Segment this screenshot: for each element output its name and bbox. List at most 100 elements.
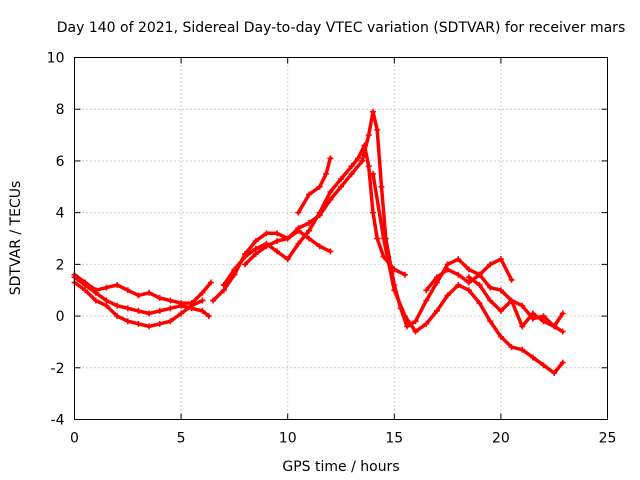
data-point-marker <box>167 305 174 312</box>
data-point-marker <box>135 320 142 327</box>
data-point-marker <box>497 307 504 314</box>
data-point-marker <box>242 261 249 268</box>
data-point-marker <box>124 318 131 325</box>
data-point-marker <box>327 188 334 195</box>
data-point-marker <box>156 294 163 301</box>
data-point-marker <box>306 219 313 226</box>
data-point-marker <box>519 323 526 330</box>
data-point-marker <box>178 300 185 307</box>
data-point-marker <box>540 313 547 320</box>
data-point-marker <box>156 320 163 327</box>
data-point-marker <box>306 235 313 242</box>
data-point-marker <box>135 307 142 314</box>
y-tick-label: 2 <box>56 257 65 273</box>
data-point-marker <box>295 240 302 247</box>
data-point-marker <box>114 313 121 320</box>
data-point-marker <box>529 310 536 317</box>
data-point-marker <box>114 282 121 289</box>
data-point-marker <box>519 302 526 309</box>
data-point-marker <box>369 108 376 115</box>
data-point-marker <box>476 300 483 307</box>
data-point-marker <box>487 284 494 291</box>
y-tick-labels: -4 -2 0 2 4 6 8 10 <box>47 51 65 429</box>
data-point-marker <box>380 235 387 242</box>
x-tick-label: 25 <box>599 431 617 447</box>
data-point-marker <box>348 163 355 170</box>
series-trace-8 <box>369 170 566 376</box>
data-point-marker <box>92 297 99 304</box>
data-point-marker <box>103 284 110 291</box>
data-point-marker <box>274 230 281 237</box>
data-point-marker <box>220 287 227 294</box>
data-point-marker <box>114 302 121 309</box>
data-point-marker <box>146 289 153 296</box>
data-point-marker <box>508 276 515 283</box>
plot-frame <box>74 57 608 420</box>
data-point-marker <box>82 279 89 286</box>
data-point-marker <box>207 279 214 286</box>
data-point-marker <box>359 157 366 164</box>
data-point-marker <box>455 271 462 278</box>
data-point-marker <box>433 307 440 314</box>
data-point-marker <box>327 155 334 162</box>
y-tick-label: -4 <box>51 413 65 429</box>
data-point-marker <box>465 287 472 294</box>
axis-ticks <box>74 57 608 420</box>
data-point-marker <box>156 307 163 314</box>
data-point-marker <box>465 274 472 281</box>
data-point-marker <box>378 183 385 190</box>
data-point-marker <box>465 279 472 286</box>
data-point-marker <box>263 230 270 237</box>
data-point-marker <box>210 297 217 304</box>
data-point-marker <box>529 354 536 361</box>
data-point-marker <box>327 196 334 203</box>
data-point-marker <box>433 274 440 281</box>
data-point-marker <box>284 235 291 242</box>
y-tick-label: 8 <box>56 102 65 118</box>
data-point-marker <box>338 183 344 190</box>
data-point-marker <box>306 191 313 198</box>
y-axis-label: SDTVAR / TECUs <box>8 181 24 296</box>
data-point-marker <box>242 253 249 260</box>
data-point-marker <box>146 323 153 330</box>
data-point-marker <box>369 209 376 216</box>
x-tick-label: 5 <box>177 431 186 447</box>
data-point-marker <box>391 266 398 273</box>
data-point-marker <box>365 132 372 139</box>
data-point-marker <box>465 266 472 273</box>
data-point-marker <box>412 328 419 335</box>
data-point-marker <box>519 346 526 353</box>
data-point-marker <box>103 302 110 309</box>
data-point-marker <box>487 297 494 304</box>
y-tick-label: 10 <box>47 51 65 67</box>
data-point-marker <box>252 251 259 258</box>
data-point-marker <box>423 297 430 304</box>
x-tick-label: 20 <box>492 431 510 447</box>
data-point-marker <box>529 315 536 322</box>
data-point-marker <box>295 209 302 216</box>
data-point-marker <box>508 344 515 351</box>
series-line <box>424 267 565 334</box>
data-point-marker <box>188 300 195 307</box>
data-point-marker <box>497 256 504 263</box>
data-point-marker <box>497 333 504 340</box>
data-point-marker <box>323 170 330 177</box>
data-point-marker <box>252 238 259 245</box>
series-trace-4 <box>210 108 515 330</box>
data-point-marker <box>444 292 451 299</box>
data-point-marker <box>306 227 313 234</box>
data-point-marker <box>167 318 174 325</box>
data-series <box>71 108 566 376</box>
series-trace-7 <box>295 155 334 216</box>
data-point-marker <box>284 256 291 263</box>
data-point-marker <box>124 287 131 294</box>
series-trace-9 <box>423 266 566 335</box>
series-line <box>467 275 565 329</box>
data-point-marker <box>444 266 451 273</box>
data-point-marker <box>199 297 206 304</box>
y-tick-label: -2 <box>51 361 65 377</box>
data-point-marker <box>348 170 355 177</box>
data-point-marker <box>361 142 368 149</box>
data-point-marker <box>205 313 212 320</box>
